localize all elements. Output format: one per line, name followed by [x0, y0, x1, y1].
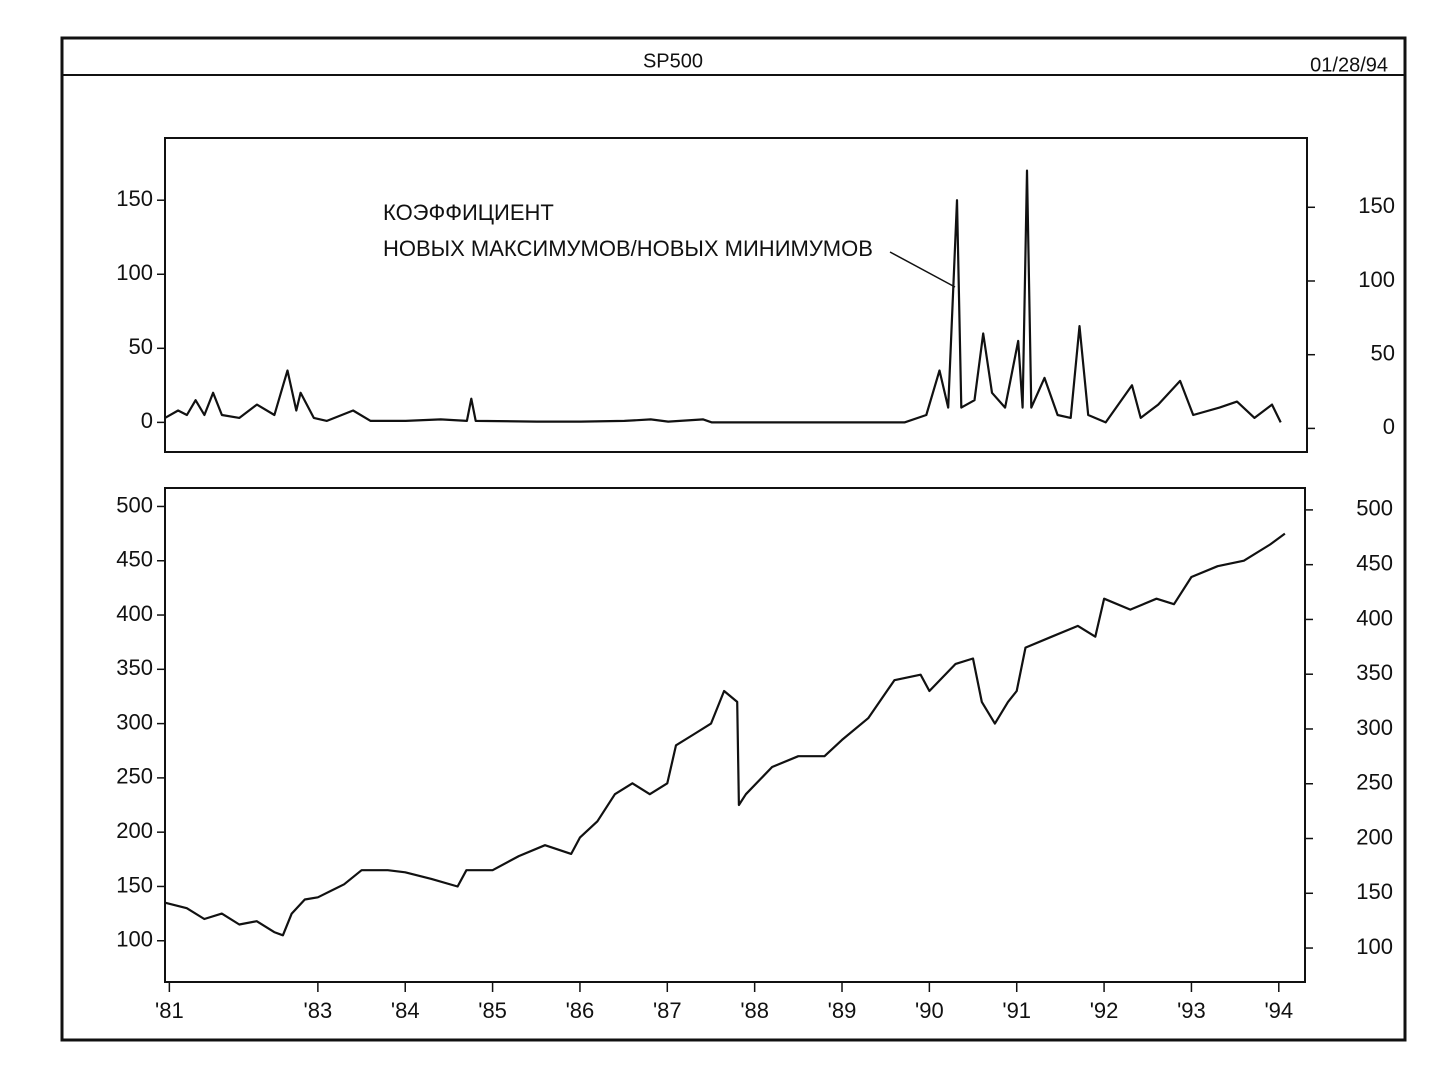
- y-tick-label: 450: [116, 547, 153, 572]
- y-tick-label: 150: [116, 186, 153, 211]
- x-tick-label: '93: [1177, 998, 1206, 1023]
- y2-tick-label: 100: [1356, 934, 1393, 959]
- x-tick-label: '83: [304, 998, 333, 1023]
- y-tick-label: 100: [116, 927, 153, 952]
- x-tick-label: '94: [1264, 998, 1293, 1023]
- y-tick-label: 400: [116, 601, 153, 626]
- x-tick-label: '88: [740, 998, 769, 1023]
- y2-tick-label: 150: [1358, 193, 1395, 218]
- title: SP500: [643, 50, 703, 72]
- annotation: НОВЫХ МАКСИМУМОВ/НОВЫХ МИНИМУМОВ: [383, 236, 873, 261]
- x-tick-label: '90: [915, 998, 944, 1023]
- y2-tick-label: 150: [1356, 879, 1393, 904]
- y-tick-label: 500: [116, 492, 153, 517]
- y2-tick-label: 100: [1358, 267, 1395, 292]
- y-tick-label: 250: [116, 764, 153, 789]
- y2-tick-label: 50: [1371, 341, 1395, 366]
- y2-tick-label: 0: [1383, 414, 1395, 439]
- y-tick-label: 50: [129, 334, 153, 359]
- x-tick-label: '86: [566, 998, 595, 1023]
- y2-tick-label: 250: [1356, 770, 1393, 795]
- series-line: [164, 532, 1286, 937]
- y-tick-label: 300: [116, 709, 153, 734]
- frame: [60, 36, 1407, 1042]
- annotation: КОЭФФИЦИЕНТ: [383, 200, 554, 225]
- plot-frame: [164, 137, 1308, 453]
- x-tick-label: '89: [828, 998, 857, 1023]
- plot-frame: [164, 487, 1306, 983]
- date: 01/28/94: [1310, 54, 1388, 76]
- y2-tick-label: 400: [1356, 605, 1393, 630]
- x-tick-label: '81: [155, 998, 184, 1023]
- series-line: [164, 169, 1282, 424]
- y-tick-label: 100: [116, 260, 153, 285]
- y-tick-label: 200: [116, 818, 153, 843]
- annotation-pointer: [889, 251, 956, 288]
- y2-tick-label: 500: [1356, 496, 1393, 521]
- y-tick-label: 350: [116, 655, 153, 680]
- y2-tick-label: 200: [1356, 824, 1393, 849]
- x-tick-label: '91: [1002, 998, 1031, 1023]
- x-tick-label: '85: [478, 998, 507, 1023]
- x-tick-label: '84: [391, 998, 420, 1023]
- x-tick-label: '87: [653, 998, 682, 1023]
- y-tick-label: 0: [141, 408, 153, 433]
- y-tick-label: 150: [116, 872, 153, 897]
- y2-tick-label: 300: [1356, 715, 1393, 740]
- y2-tick-label: 450: [1356, 550, 1393, 575]
- x-tick-label: '92: [1090, 998, 1119, 1023]
- y2-tick-label: 350: [1356, 660, 1393, 685]
